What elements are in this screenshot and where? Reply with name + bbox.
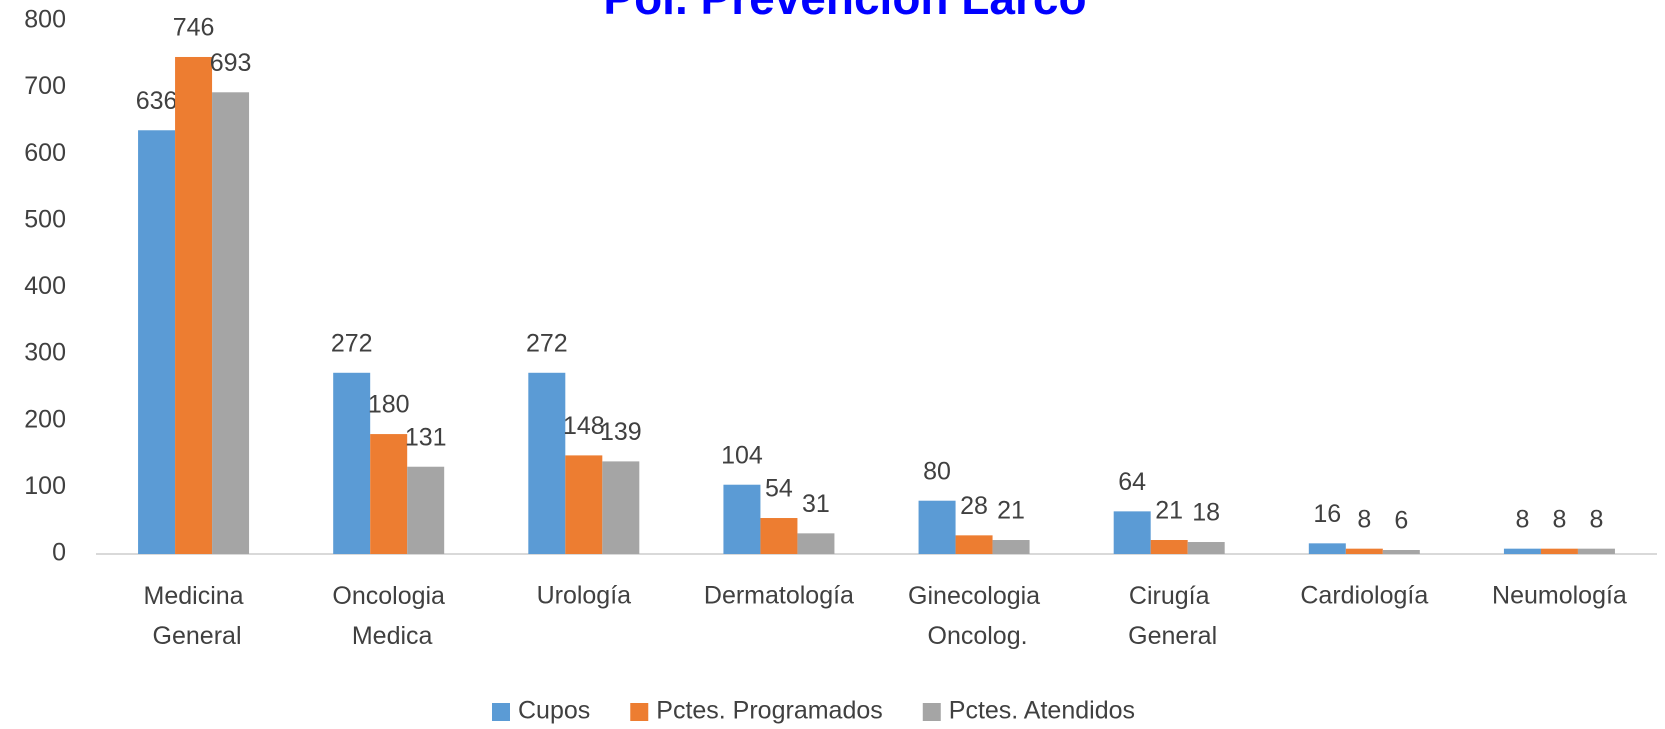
bar <box>333 372 371 554</box>
x-tick-label: Urología <box>537 582 632 610</box>
value-label: 148 <box>563 412 605 440</box>
bar <box>1113 511 1151 554</box>
value-label: 28 <box>960 492 988 520</box>
bar <box>1308 543 1346 554</box>
legend-swatch <box>922 703 941 721</box>
value-label: 6 <box>1394 507 1408 535</box>
bar <box>760 518 798 554</box>
bar <box>175 56 213 554</box>
value-label: 180 <box>368 391 410 419</box>
value-label: 104 <box>721 441 763 469</box>
bar <box>1503 548 1541 554</box>
x-tick-label: Ginecologia Oncolog. <box>908 582 1040 650</box>
value-label: 8 <box>1357 505 1371 533</box>
y-tick-label: 700 <box>24 72 66 100</box>
bar <box>1345 548 1383 554</box>
value-label: 21 <box>997 497 1025 525</box>
legend-label: Cupos <box>518 697 590 725</box>
bar <box>918 500 956 554</box>
legend-label: Pctes. Atendidos <box>949 697 1135 725</box>
value-label: 636 <box>136 87 178 115</box>
bar <box>723 484 761 554</box>
value-label: 746 <box>173 14 215 42</box>
bar <box>797 533 835 554</box>
bar <box>1150 540 1188 554</box>
legend-swatch <box>630 703 649 721</box>
x-tick-label: Cardiología <box>1300 582 1428 610</box>
value-label: 80 <box>923 457 951 485</box>
value-label: 31 <box>802 490 830 518</box>
x-tick-label: Oncologia Medica <box>332 582 445 650</box>
value-label: 18 <box>1192 499 1220 527</box>
y-tick-label: 0 <box>52 539 66 567</box>
x-tick-label: Medicina General <box>144 582 244 650</box>
bar <box>1540 548 1578 554</box>
value-label: 8 <box>1515 505 1529 533</box>
value-label: 16 <box>1313 500 1341 528</box>
value-label: 272 <box>331 329 373 357</box>
bar <box>602 461 640 554</box>
value-label: 272 <box>526 329 568 357</box>
value-label: 21 <box>1155 497 1183 525</box>
chart-title: Pol. Prevencion Larco <box>603 0 1086 24</box>
bar <box>1577 548 1615 554</box>
y-tick-label: 100 <box>24 472 66 500</box>
bar <box>565 455 603 554</box>
value-label: 693 <box>210 49 252 77</box>
bar <box>1187 542 1225 554</box>
x-tick-label: Dermatología <box>704 582 854 610</box>
value-label: 8 <box>1589 505 1603 533</box>
value-label: 139 <box>600 418 642 446</box>
value-label: 64 <box>1118 468 1146 496</box>
legend-swatch <box>492 703 510 721</box>
bar <box>370 434 408 554</box>
value-label: 131 <box>405 423 447 451</box>
value-label: 8 <box>1552 505 1566 533</box>
bar <box>1382 550 1420 554</box>
bar <box>212 92 250 554</box>
y-tick-label: 500 <box>24 205 66 233</box>
y-tick-label: 600 <box>24 139 66 167</box>
y-tick-label: 200 <box>24 405 66 433</box>
x-tick-label: Cirugía General <box>1121 582 1217 650</box>
y-tick-label: 400 <box>24 272 66 300</box>
bar <box>407 466 445 554</box>
bar <box>138 130 176 554</box>
bar <box>955 535 993 554</box>
y-tick-label: 800 <box>24 6 66 34</box>
x-tick-label: Neumología <box>1492 582 1627 610</box>
y-tick-label: 300 <box>24 339 66 367</box>
legend-label: Pctes. Programados <box>656 697 883 725</box>
bar <box>528 372 566 554</box>
bar <box>992 540 1030 554</box>
value-label: 54 <box>765 475 793 503</box>
